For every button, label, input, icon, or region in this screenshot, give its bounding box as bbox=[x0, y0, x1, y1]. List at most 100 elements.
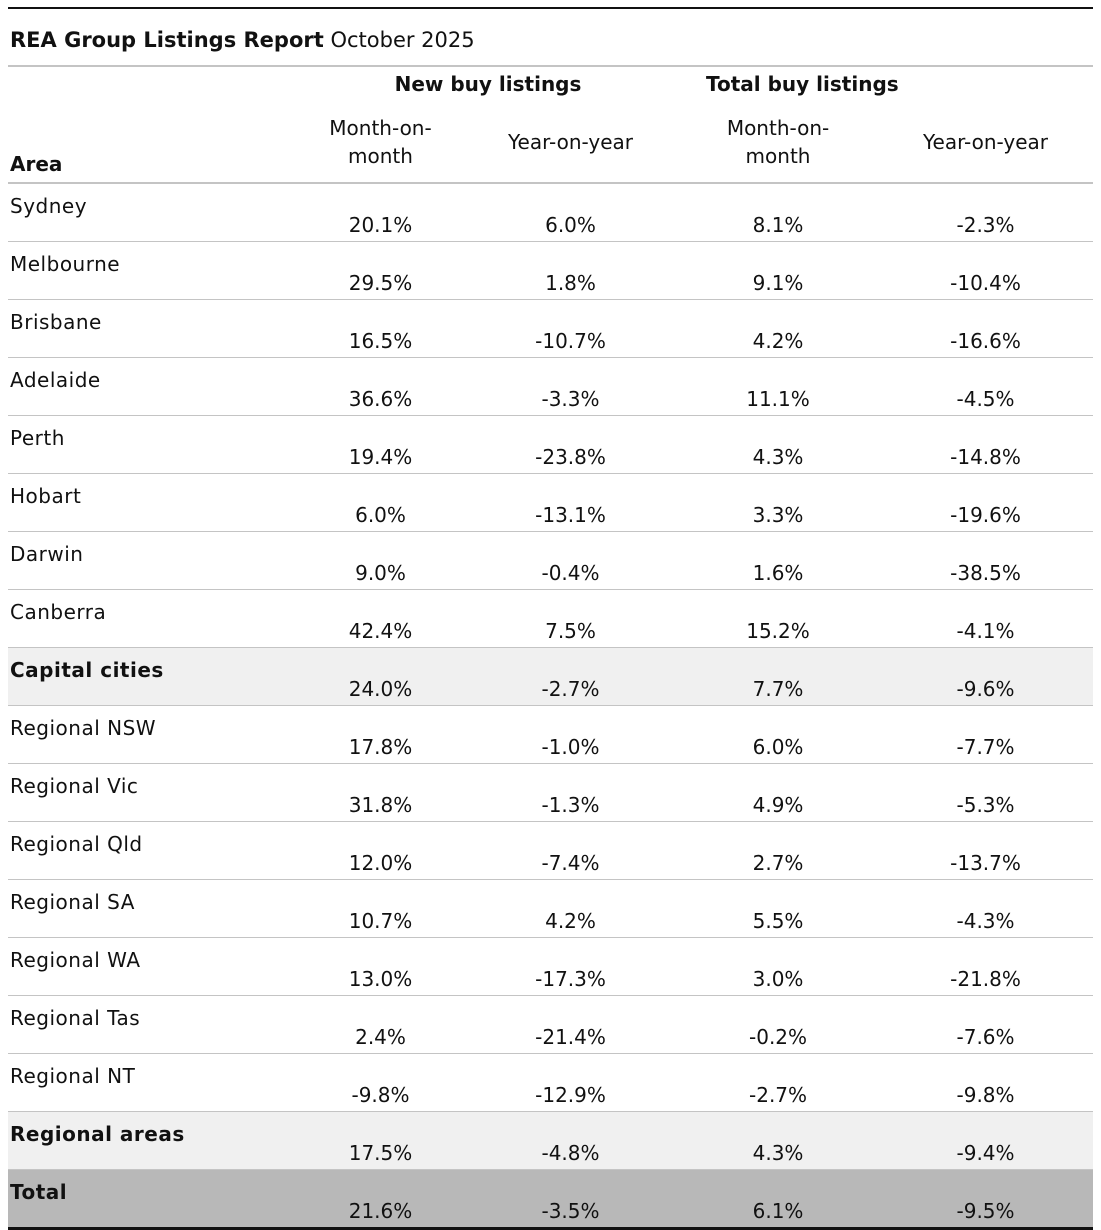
area-cell: Perth bbox=[8, 415, 298, 474]
total-row: Total 21.6% -3.5% 6.1% -9.5% bbox=[8, 1169, 1094, 1230]
table-row: Regional NSW 17.8% -1.0% 6.0% -7.7% bbox=[8, 705, 1094, 764]
listings-report: REA Group Listings Report October 2025 N… bbox=[8, 7, 1094, 1230]
new-mom-cell: -9.8% bbox=[298, 1053, 463, 1112]
total-mom-cell: 3.0% bbox=[678, 937, 879, 996]
total-yoy-cell: -5.3% bbox=[878, 763, 1094, 822]
total-mom-cell: 6.0% bbox=[678, 705, 879, 764]
new-yoy-cell: -3.3% bbox=[463, 357, 679, 416]
new-yoy-cell: -3.5% bbox=[463, 1169, 679, 1230]
total-yoy-cell: -38.5% bbox=[878, 531, 1094, 590]
new-yoy-cell: -23.8% bbox=[463, 415, 679, 474]
area-cell: Hobart bbox=[8, 473, 298, 532]
new-yoy-cell: -1.3% bbox=[463, 763, 679, 822]
total-mom-cell: 8.1% bbox=[678, 183, 879, 242]
new-yoy-cell: -2.7% bbox=[463, 647, 679, 706]
total-yoy-cell: -2.3% bbox=[878, 183, 1094, 242]
total-mom-cell: 7.7% bbox=[678, 647, 879, 706]
total-yoy-cell: -14.8% bbox=[878, 415, 1094, 474]
area-cell: Regional NT bbox=[8, 1053, 298, 1112]
table-row: Brisbane 16.5% -10.7% 4.2% -16.6% bbox=[8, 299, 1094, 358]
new-mom-cell: 12.0% bbox=[298, 821, 463, 880]
area-cell: Regional WA bbox=[8, 937, 298, 996]
new-mom-cell: 16.5% bbox=[298, 299, 463, 358]
total-mom-cell: -2.7% bbox=[678, 1053, 879, 1112]
listings-table: New buy listings Total buy listings Area… bbox=[8, 67, 1094, 1230]
total-mom-cell: 5.5% bbox=[678, 879, 879, 938]
title-bold: REA Group Listings Report bbox=[10, 28, 324, 52]
area-cell: Regional Vic bbox=[8, 763, 298, 822]
total-mom-cell: 2.7% bbox=[678, 821, 879, 880]
table-row: Regional Vic 31.8% -1.3% 4.9% -5.3% bbox=[8, 763, 1094, 822]
new-mom-cell: 42.4% bbox=[298, 589, 463, 648]
new-yoy-cell: -1.0% bbox=[463, 705, 679, 764]
new-mom-cell: 10.7% bbox=[298, 879, 463, 938]
title-date: October 2025 bbox=[330, 28, 475, 52]
total-mom-cell: 6.1% bbox=[678, 1169, 879, 1230]
report-title: REA Group Listings Report October 2025 bbox=[8, 9, 1093, 67]
total-yoy-cell: -9.5% bbox=[878, 1169, 1094, 1230]
new-yoy-cell: 4.2% bbox=[463, 879, 679, 938]
total-yoy-cell: -4.1% bbox=[878, 589, 1094, 648]
table-row: Melbourne 29.5% 1.8% 9.1% -10.4% bbox=[8, 241, 1094, 300]
table-row: Adelaide 36.6% -3.3% 11.1% -4.5% bbox=[8, 357, 1094, 416]
table-row: Regional WA 13.0% -17.3% 3.0% -21.8% bbox=[8, 937, 1094, 996]
new-mom-cell: 20.1% bbox=[298, 183, 463, 242]
header-area: Area bbox=[8, 101, 298, 184]
header-total-mom: Month-on-month bbox=[678, 101, 879, 184]
total-mom-cell: 11.1% bbox=[678, 357, 879, 416]
table-row: Darwin 9.0% -0.4% 1.6% -38.5% bbox=[8, 531, 1094, 590]
header-total-yoy: Year-on-year bbox=[878, 101, 1094, 184]
area-cell: Sydney bbox=[8, 183, 298, 242]
new-mom-cell: 24.0% bbox=[298, 647, 463, 706]
area-cell: Regional NSW bbox=[8, 705, 298, 764]
area-cell: Regional Tas bbox=[8, 995, 298, 1054]
new-yoy-cell: -10.7% bbox=[463, 299, 679, 358]
area-cell: Total bbox=[8, 1169, 298, 1230]
group-header-new: New buy listings bbox=[394, 72, 582, 96]
total-yoy-cell: -7.6% bbox=[878, 995, 1094, 1054]
table-row: Hobart 6.0% -13.1% 3.3% -19.6% bbox=[8, 473, 1094, 532]
new-yoy-cell: -4.8% bbox=[463, 1111, 679, 1170]
new-yoy-cell: -0.4% bbox=[463, 531, 679, 590]
header-new-yoy: Year-on-year bbox=[463, 101, 679, 184]
new-yoy-cell: 6.0% bbox=[463, 183, 679, 242]
total-mom-cell: 4.3% bbox=[678, 1111, 879, 1170]
subtotal-row: Regional areas 17.5% -4.8% 4.3% -9.4% bbox=[8, 1111, 1094, 1170]
total-yoy-cell: -9.4% bbox=[878, 1111, 1094, 1170]
table-row: Perth 19.4% -23.8% 4.3% -14.8% bbox=[8, 415, 1094, 474]
new-mom-cell: 36.6% bbox=[298, 357, 463, 416]
total-yoy-cell: -13.7% bbox=[878, 821, 1094, 880]
new-mom-cell: 6.0% bbox=[298, 473, 463, 532]
total-yoy-cell: -7.7% bbox=[878, 705, 1094, 764]
new-yoy-cell: 7.5% bbox=[463, 589, 679, 648]
total-yoy-cell: -9.6% bbox=[878, 647, 1094, 706]
total-mom-cell: 4.3% bbox=[678, 415, 879, 474]
area-cell: Darwin bbox=[8, 531, 298, 590]
new-yoy-cell: -13.1% bbox=[463, 473, 679, 532]
new-mom-cell: 21.6% bbox=[298, 1169, 463, 1230]
table-row: Regional SA 10.7% 4.2% 5.5% -4.3% bbox=[8, 879, 1094, 938]
total-mom-cell: 4.9% bbox=[678, 763, 879, 822]
new-mom-cell: 31.8% bbox=[298, 763, 463, 822]
table-row: Regional Qld 12.0% -7.4% 2.7% -13.7% bbox=[8, 821, 1094, 880]
new-yoy-cell: 1.8% bbox=[463, 241, 679, 300]
total-yoy-cell: -4.5% bbox=[878, 357, 1094, 416]
total-mom-cell: 15.2% bbox=[678, 589, 879, 648]
new-mom-cell: 2.4% bbox=[298, 995, 463, 1054]
group-header-total: Total buy listings bbox=[706, 72, 899, 96]
area-cell: Capital cities bbox=[8, 647, 298, 706]
header-new-mom: Month-on-month bbox=[298, 101, 463, 184]
total-mom-cell: 3.3% bbox=[678, 473, 879, 532]
new-mom-cell: 29.5% bbox=[298, 241, 463, 300]
area-cell: Adelaide bbox=[8, 357, 298, 416]
new-yoy-cell: -7.4% bbox=[463, 821, 679, 880]
area-cell: Melbourne bbox=[8, 241, 298, 300]
area-cell: Canberra bbox=[8, 589, 298, 648]
table-row: Canberra 42.4% 7.5% 15.2% -4.1% bbox=[8, 589, 1094, 648]
new-mom-cell: 17.8% bbox=[298, 705, 463, 764]
total-yoy-cell: -10.4% bbox=[878, 241, 1094, 300]
total-mom-cell: 4.2% bbox=[678, 299, 879, 358]
area-cell: Regional SA bbox=[8, 879, 298, 938]
subtotal-row: Capital cities 24.0% -2.7% 7.7% -9.6% bbox=[8, 647, 1094, 706]
new-yoy-cell: -21.4% bbox=[463, 995, 679, 1054]
